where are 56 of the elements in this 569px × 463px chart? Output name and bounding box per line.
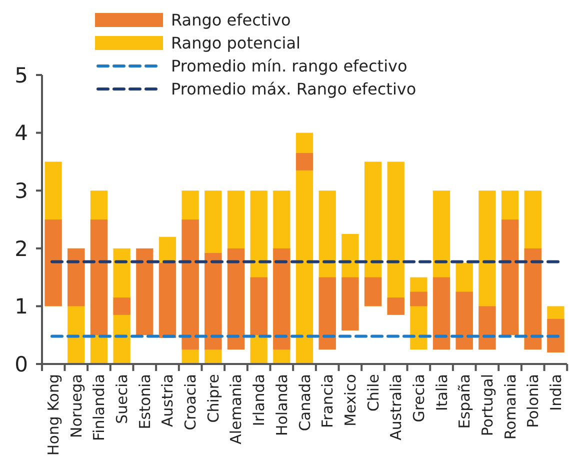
bar xyxy=(136,248,154,336)
x-tick-label: Grecia xyxy=(410,374,428,422)
bar xyxy=(273,248,290,350)
x-tick-label: Noruega xyxy=(67,374,86,438)
y-tick-label: 3 xyxy=(14,178,28,203)
x-tick-label: Finlandia xyxy=(90,374,108,441)
x-tick-label: Holanda xyxy=(272,374,291,436)
bar xyxy=(387,298,404,315)
bar xyxy=(158,262,176,338)
x-tick-label: Romania xyxy=(501,374,520,440)
x-tick-label: Mexico xyxy=(341,374,360,426)
bar xyxy=(342,277,359,330)
x-tick-label: Chile xyxy=(364,374,382,412)
bar xyxy=(547,318,564,352)
x-tick-label: España xyxy=(456,374,474,429)
bar xyxy=(432,277,450,350)
x-tick-label: Hong Kong xyxy=(44,374,63,456)
x-tick-label: Polonia xyxy=(524,374,542,428)
bar xyxy=(478,306,496,350)
bar xyxy=(44,220,62,306)
x-tick-label: Alemania xyxy=(227,374,246,444)
bar xyxy=(410,292,428,306)
bar xyxy=(318,277,336,350)
bar xyxy=(524,248,542,350)
legend-label: Rango efectivo xyxy=(171,10,291,30)
y-tick-label: 0 xyxy=(14,352,28,376)
bar xyxy=(113,298,130,315)
x-tick-label: Portugal xyxy=(478,374,496,436)
bar xyxy=(250,277,268,336)
bar xyxy=(296,153,314,170)
legend-label: Rango potencial xyxy=(171,34,300,53)
x-tick-label: India xyxy=(546,374,565,411)
y-tick-label: 1 xyxy=(14,294,28,319)
bar xyxy=(364,277,382,306)
bar xyxy=(68,248,85,306)
x-tick-label: Italia xyxy=(432,374,451,412)
x-tick-label: Chipre xyxy=(204,374,222,423)
bar xyxy=(182,220,199,350)
x-tick-label: Australia xyxy=(387,374,406,440)
legend-label: Promedio máx. Rango efectivo xyxy=(171,80,416,99)
x-tick-label: Irlanda xyxy=(250,374,268,426)
x-tick-label: Croacia xyxy=(182,374,200,430)
legend-label: Promedio mín. rango efectivo xyxy=(171,56,408,76)
x-tick-label: Canada xyxy=(296,374,314,432)
x-tick-label: Francia xyxy=(318,374,337,428)
x-tick-label: Austria xyxy=(158,374,177,427)
bar xyxy=(227,248,245,350)
y-tick-label: 4 xyxy=(14,121,28,146)
y-tick-label: 5 xyxy=(14,63,28,88)
x-tick-label: Estonia xyxy=(136,374,154,430)
bar xyxy=(456,292,473,350)
x-tick-label: Suecia xyxy=(113,374,132,424)
bar xyxy=(204,253,222,350)
bar xyxy=(501,220,519,336)
y-tick-label: 2 xyxy=(14,236,28,261)
bar xyxy=(90,220,108,336)
